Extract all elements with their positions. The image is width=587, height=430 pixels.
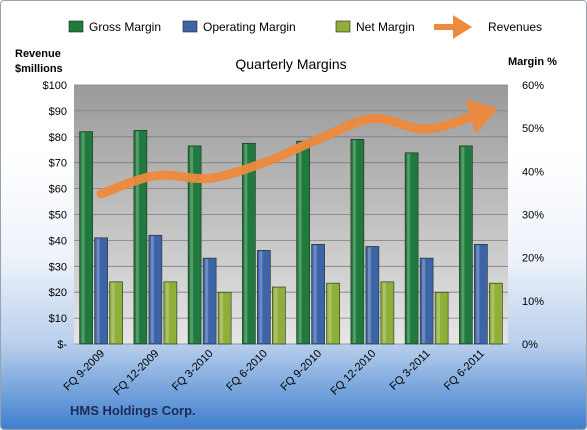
bar-net-margin <box>272 286 286 345</box>
bar-net-margin <box>380 281 395 345</box>
right-tick-label: 60% <box>522 80 544 92</box>
bar-net-margin <box>434 291 449 345</box>
bar-highlight <box>382 282 386 343</box>
right-tick-label: 40% <box>522 166 544 178</box>
right-tick-label: 20% <box>522 253 544 265</box>
x-tick-label: FQ 9-2009 <box>62 348 108 394</box>
left-tick-label: $90 <box>49 106 67 118</box>
legend-label: Net Margin <box>356 20 415 34</box>
right-tick-label: 0% <box>522 339 538 351</box>
bar-highlight <box>81 132 85 343</box>
bar-net-margin <box>163 281 178 345</box>
bar-highlight <box>476 245 480 343</box>
bar-operating-margin <box>202 257 217 345</box>
bar-highlight <box>259 251 263 343</box>
left-axis-title-line1: Revenue <box>15 48 61 60</box>
bar-gross-margin <box>133 130 148 345</box>
bar-highlight <box>328 284 332 343</box>
bar-gross-margin <box>187 145 202 345</box>
x-tick-label: FQ 12-2010 <box>329 348 379 398</box>
x-tick-label: FQ 12-2009 <box>112 348 162 398</box>
bar-highlight <box>150 236 154 343</box>
x-tick-label: FQ 6-2010 <box>224 348 270 394</box>
bar-highlight <box>407 153 411 343</box>
bar-operating-margin <box>148 234 163 345</box>
bar-highlight <box>96 238 100 343</box>
bar-operating-margin <box>474 243 488 345</box>
bar-highlight <box>491 284 495 343</box>
company-name: HMS Holdings Corp. <box>70 403 196 418</box>
right-tick-label: 50% <box>522 123 544 135</box>
right-axis-title: Margin % <box>508 56 557 68</box>
bar-operating-margin <box>419 257 434 345</box>
bar-operating-margin <box>365 246 380 345</box>
right-tick-label: 10% <box>522 296 544 308</box>
bar-highlight <box>135 131 139 343</box>
legend-swatch-gross-margin <box>68 20 84 33</box>
bar-highlight <box>111 282 115 343</box>
bar-operating-margin <box>94 237 108 345</box>
left-tick-label: $20 <box>49 287 67 299</box>
legend-swatch-net-margin <box>335 20 351 33</box>
bar-highlight <box>244 144 248 343</box>
bar-highlight <box>190 146 194 343</box>
bar-highlight <box>367 247 371 343</box>
legend-label: Operating Margin <box>203 20 296 34</box>
x-tick-label: FQ 9-2010 <box>279 348 325 394</box>
bar-highlight <box>165 282 169 343</box>
x-tick-label: FQ 3-2011 <box>388 348 433 393</box>
bar-highlight <box>274 288 278 343</box>
x-tick-label: FQ 6-2011 <box>442 348 487 393</box>
bar-net-margin <box>109 281 123 345</box>
left-tick-label: $40 <box>49 235 67 247</box>
bar-highlight <box>352 140 356 343</box>
left-tick-label: $70 <box>49 158 67 170</box>
bar-highlight <box>461 146 465 343</box>
bar-highlight <box>313 245 317 343</box>
bar-gross-margin <box>296 140 310 345</box>
x-tick-label: FQ 3-2010 <box>170 348 216 394</box>
left-tick-label: $50 <box>49 210 67 222</box>
legend-label: Revenues <box>488 20 542 34</box>
left-tick-label: $- <box>57 339 67 351</box>
legend-label: Gross Margin <box>89 20 161 34</box>
left-tick-label: $80 <box>49 132 67 144</box>
bar-highlight <box>205 259 209 343</box>
bar-highlight <box>298 142 302 343</box>
bar-net-margin <box>217 291 232 345</box>
left-tick-label: $10 <box>49 313 67 325</box>
bar-gross-margin <box>79 131 93 345</box>
left-tick-label: $100 <box>43 80 67 92</box>
bar-gross-margin <box>242 142 256 345</box>
left-tick-label: $30 <box>49 261 67 273</box>
bar-gross-margin <box>350 139 365 345</box>
bar-operating-margin <box>311 243 325 345</box>
revenues-line <box>96 99 499 199</box>
bar-net-margin <box>489 282 503 345</box>
bar-gross-margin <box>459 145 473 345</box>
bar-highlight <box>437 293 441 343</box>
left-tick-label: $60 <box>49 184 67 196</box>
legend-swatch-operating-margin <box>182 20 198 33</box>
bar-net-margin <box>326 282 340 345</box>
right-tick-label: 30% <box>522 210 544 222</box>
bar-highlight <box>422 259 426 343</box>
bar-gross-margin <box>404 152 419 345</box>
bar-highlight <box>220 293 224 343</box>
left-axis-title-line2: $millions <box>15 63 63 75</box>
bar-operating-margin <box>257 250 271 345</box>
chart-title: Quarterly Margins <box>235 56 346 72</box>
